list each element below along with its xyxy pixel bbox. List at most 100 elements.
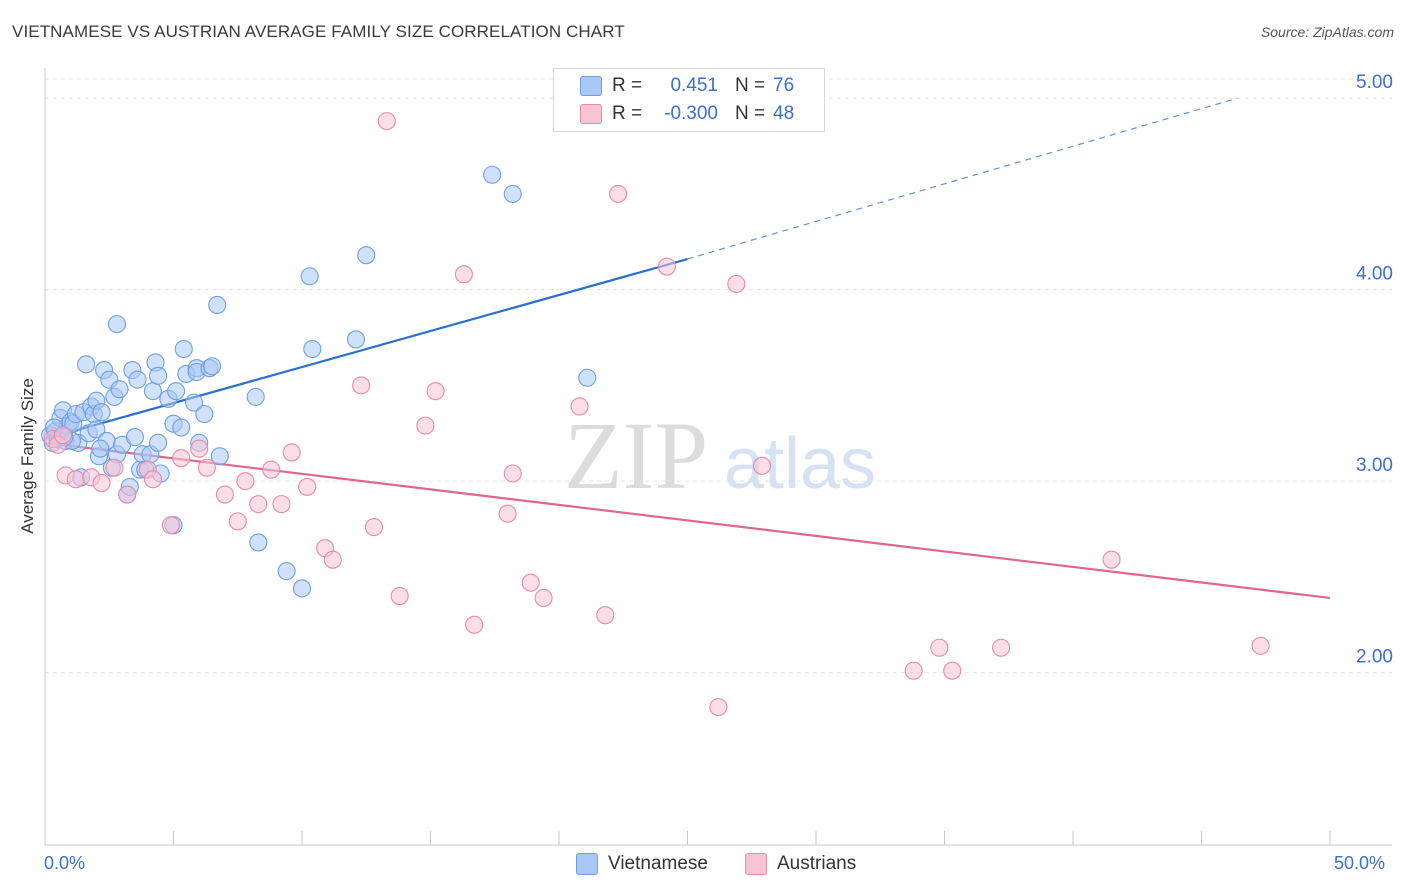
- point-austrians: [904, 661, 923, 680]
- legend-n-value: 76: [773, 75, 795, 96]
- point-austrians: [364, 518, 384, 537]
- point-austrians: [991, 638, 1011, 657]
- point-vietnamese: [91, 439, 110, 458]
- point-austrians: [930, 638, 949, 657]
- trend-lines: [44, 97, 1331, 600]
- point-austrians: [282, 443, 301, 462]
- trend-extension-vietnamese: [687, 97, 1238, 260]
- point-vietnamese: [128, 370, 147, 389]
- point-austrians: [143, 470, 162, 489]
- point-vietnamese: [246, 387, 265, 406]
- point-austrians: [53, 426, 73, 445]
- point-austrians: [377, 112, 396, 131]
- point-vietnamese: [292, 579, 312, 598]
- series-swatch-vietnamese: [576, 853, 598, 875]
- watermark-zip: ZIP: [564, 402, 708, 509]
- point-vietnamese: [303, 339, 322, 359]
- legend-r-value: 0.451: [670, 75, 718, 96]
- y-tick-label: 5.00: [1356, 72, 1393, 93]
- point-austrians: [416, 416, 435, 435]
- point-austrians: [249, 495, 268, 514]
- y-tick-label: 2.00: [1356, 647, 1393, 668]
- legend-n-label: N =: [735, 103, 766, 124]
- point-vietnamese: [483, 165, 502, 184]
- point-austrians: [228, 512, 247, 531]
- point-vietnamese: [125, 428, 144, 447]
- point-vietnamese: [174, 339, 193, 359]
- point-vietnamese: [249, 533, 268, 552]
- legend-r-label: R =: [612, 103, 643, 124]
- point-austrians: [1251, 636, 1270, 655]
- point-vietnamese: [346, 330, 366, 349]
- chart-title: VIETNAMESE VS AUSTRIAN AVERAGE FAMILY SI…: [12, 22, 625, 41]
- legend-swatch-vietnamese: [580, 76, 602, 96]
- point-vietnamese: [203, 357, 222, 376]
- point-vietnamese: [110, 380, 129, 399]
- point-austrians: [236, 472, 255, 491]
- legend-r-label: R =: [612, 75, 643, 96]
- x-axis-min-label: 0.0%: [44, 853, 86, 873]
- point-vietnamese: [578, 368, 597, 387]
- point-austrians: [570, 397, 589, 416]
- series-label-vietnamese: Vietnamese: [608, 853, 708, 874]
- point-vietnamese: [357, 246, 376, 265]
- trend-line-austrians: [44, 441, 1331, 600]
- point-austrians: [498, 504, 517, 523]
- legend-swatch-austrians: [580, 104, 602, 124]
- legend-n-label: N =: [735, 75, 766, 96]
- series-legend-austrians: Austrians: [745, 852, 856, 876]
- point-austrians: [262, 460, 281, 479]
- watermark-atlas: atlas: [724, 424, 876, 504]
- point-austrians: [190, 439, 209, 458]
- point-austrians: [465, 615, 484, 634]
- point-austrians: [197, 458, 216, 477]
- point-austrians: [727, 274, 746, 293]
- correlation-legend: R = 0.451 N = 76 R = -0.300 N = 48: [553, 68, 825, 132]
- point-austrians: [534, 588, 553, 608]
- point-vietnamese: [172, 418, 191, 437]
- point-vietnamese: [208, 295, 227, 315]
- point-austrians: [1102, 550, 1121, 569]
- axes: [44, 68, 1392, 846]
- source-credit: Source: ZipAtlas.com: [1260, 24, 1394, 40]
- series-label-austrians: Austrians: [777, 853, 857, 874]
- point-vietnamese: [143, 382, 162, 401]
- point-vietnamese: [107, 315, 127, 334]
- point-vietnamese: [503, 184, 522, 203]
- point-austrians: [454, 265, 473, 284]
- point-vietnamese: [195, 405, 214, 424]
- point-austrians: [503, 464, 522, 483]
- point-vietnamese: [92, 403, 111, 422]
- point-vietnamese: [167, 382, 186, 401]
- point-austrians: [352, 376, 371, 395]
- data-points: [41, 112, 1270, 717]
- point-austrians: [426, 382, 445, 401]
- point-vietnamese: [210, 447, 229, 466]
- point-vietnamese: [77, 355, 96, 374]
- point-austrians: [92, 474, 111, 493]
- legend-r-value: -0.300: [664, 103, 718, 124]
- point-austrians: [521, 573, 540, 592]
- y-axis-label: Average Family Size: [18, 378, 37, 534]
- grid-lines: [45, 78, 1392, 674]
- watermark: ZIP atlas: [564, 402, 876, 509]
- point-austrians: [172, 449, 191, 468]
- point-austrians: [118, 485, 137, 504]
- y-tick-labels: 2.00 3.00 4.00 5.00: [1356, 72, 1393, 668]
- legend-n-value: 48: [773, 103, 795, 124]
- series-swatch-austrians: [745, 853, 767, 875]
- point-vietnamese: [185, 393, 204, 412]
- point-austrians: [66, 470, 85, 489]
- point-vietnamese: [300, 267, 319, 286]
- series-legend-vietnamese: Vietnamese: [576, 852, 708, 876]
- legend-row-austrians: R = -0.300 N = 48: [554, 100, 824, 128]
- point-austrians: [752, 456, 772, 475]
- trend-line-vietnamese: [44, 257, 688, 441]
- y-tick-label: 4.00: [1356, 264, 1393, 285]
- point-austrians: [390, 586, 409, 606]
- point-austrians: [298, 477, 317, 496]
- point-austrians: [657, 257, 676, 276]
- point-austrians: [943, 661, 962, 680]
- y-tick-label: 3.00: [1356, 455, 1393, 476]
